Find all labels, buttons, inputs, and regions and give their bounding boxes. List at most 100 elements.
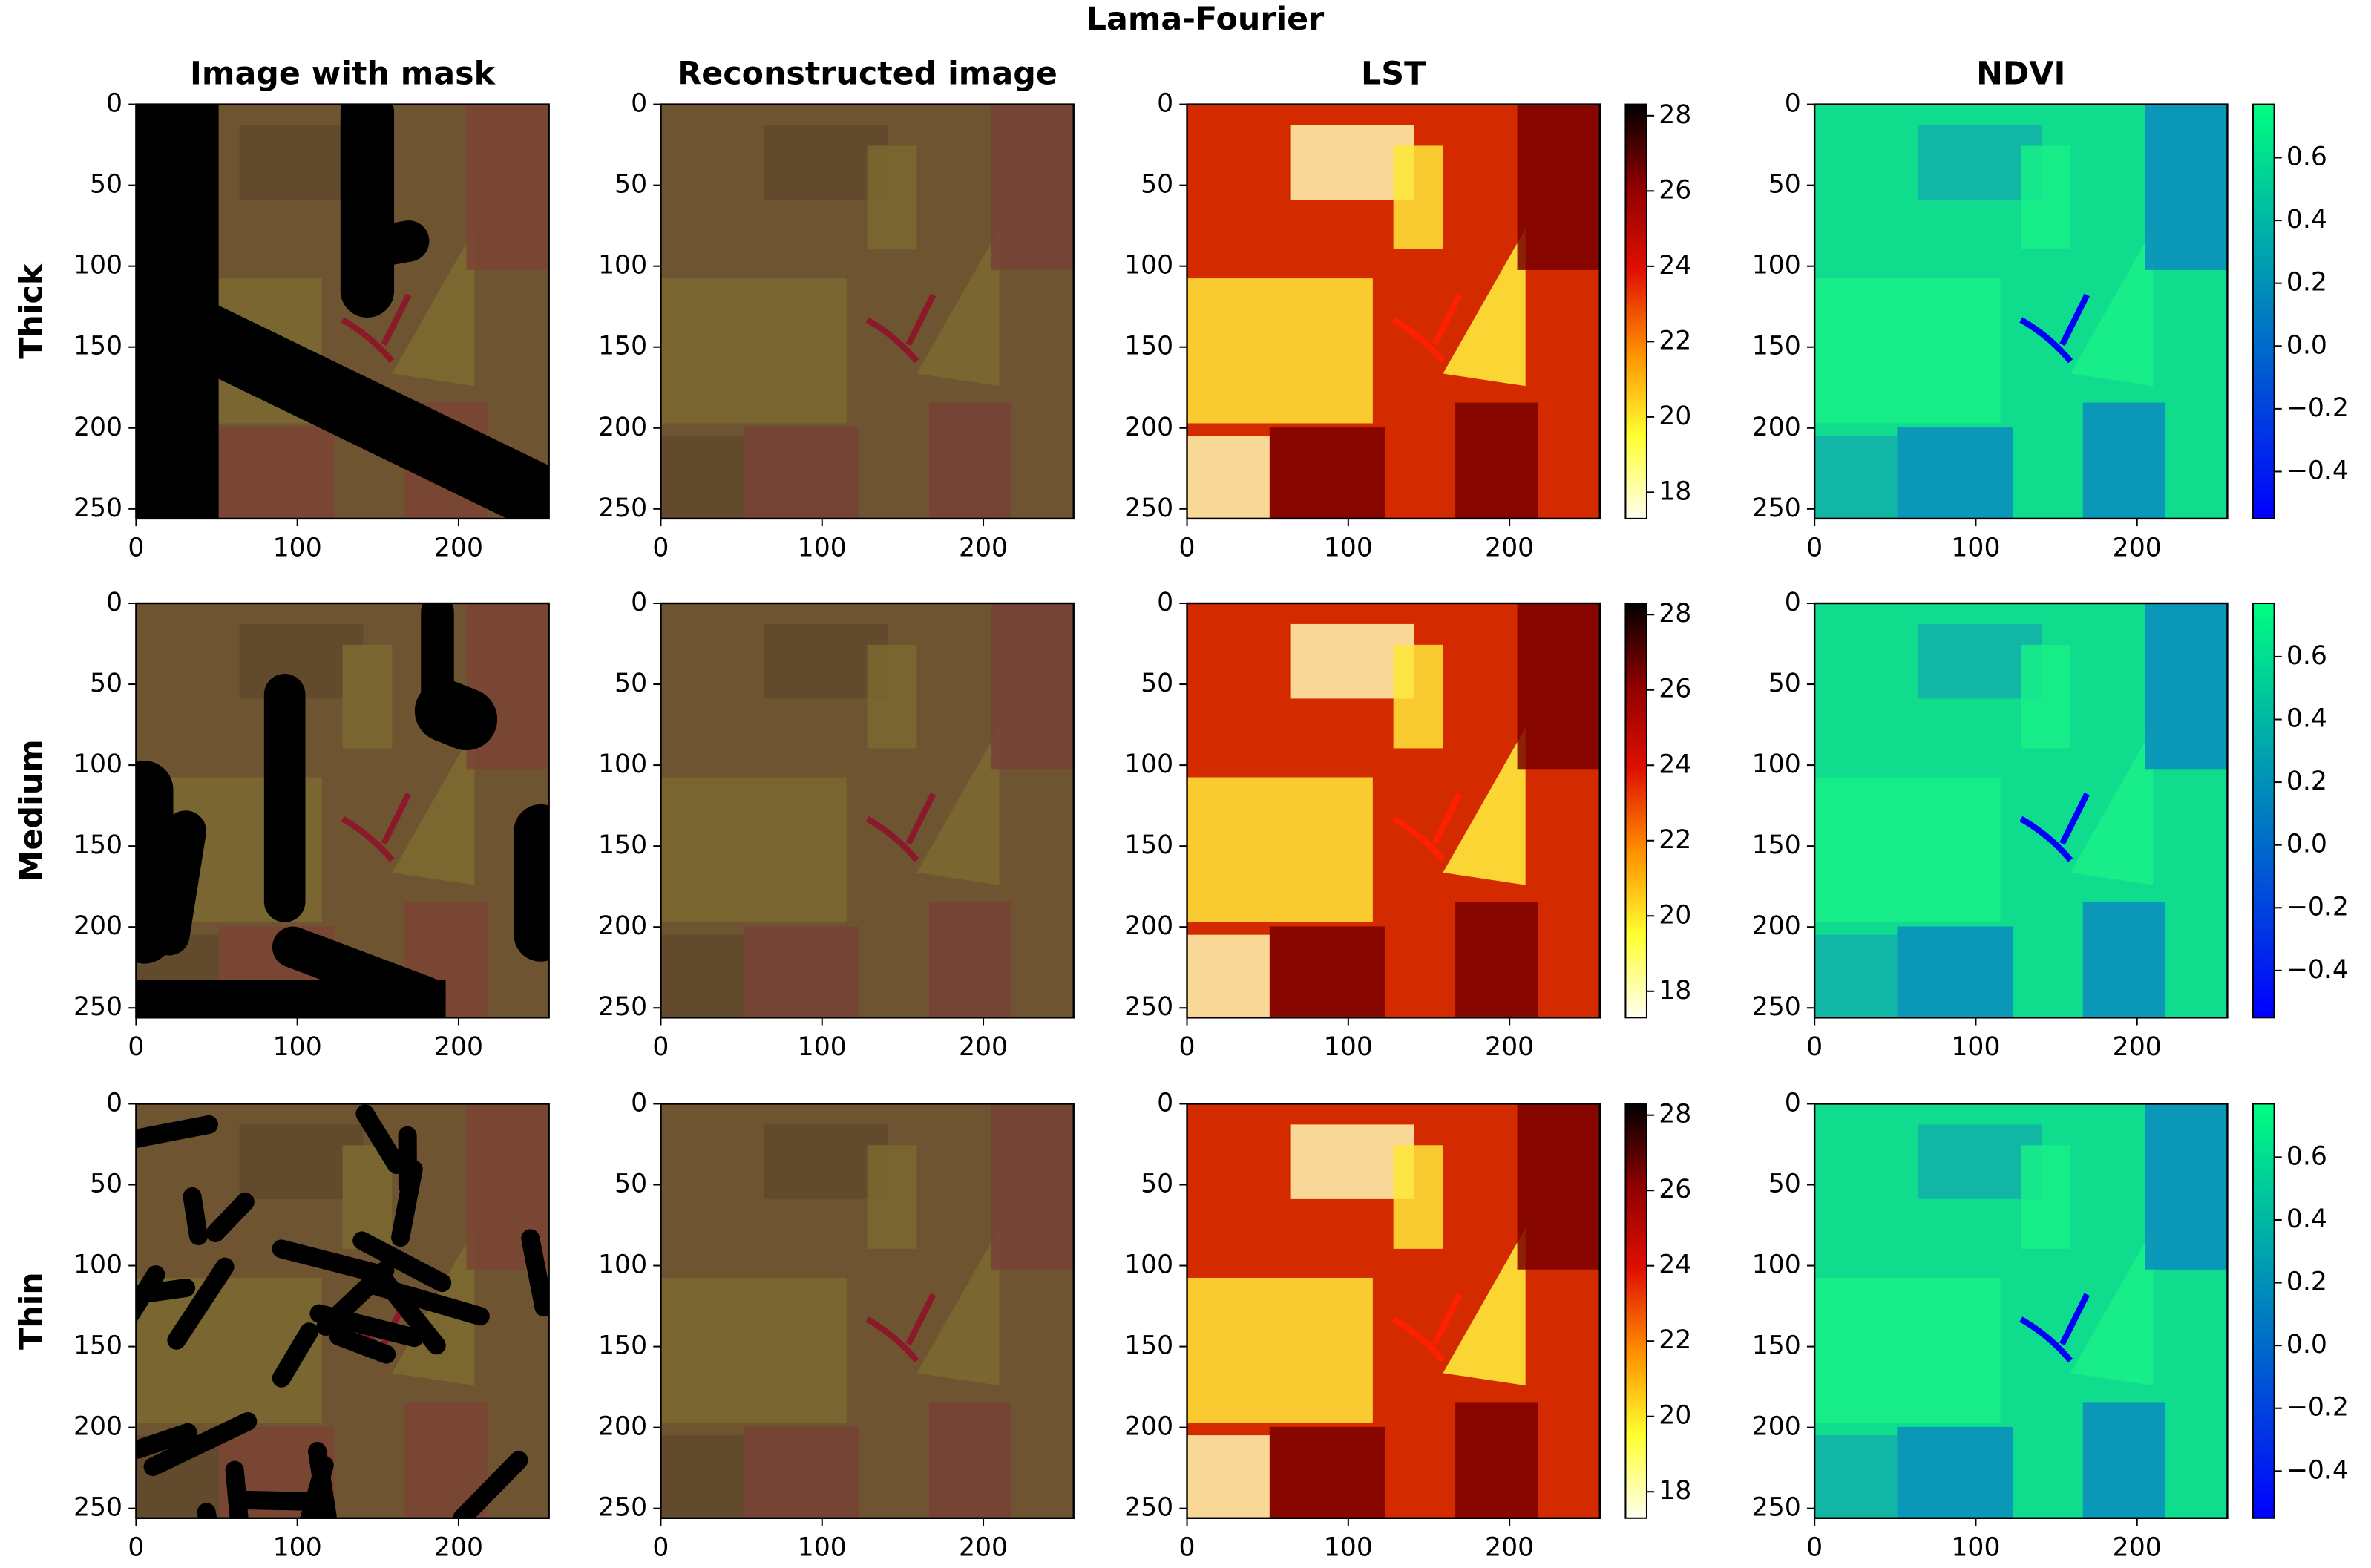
y-tick-label: 200 — [73, 1412, 122, 1442]
mask — [453, 1451, 528, 1518]
axes-frame — [1813, 1103, 2229, 1519]
x-tick-label: 100 — [273, 534, 322, 563]
y-tick-label: 100 — [73, 749, 122, 779]
y-tick-label: 150 — [1752, 830, 1801, 860]
x-tick-label: 200 — [434, 1533, 483, 1563]
colorbar-tick-label: 26 — [1659, 175, 1691, 205]
image-patch — [1814, 777, 2001, 922]
colorbar — [2252, 103, 2275, 519]
mask — [136, 1423, 197, 1459]
y-tick-label: 200 — [598, 413, 647, 442]
colorbar-tick-label: 22 — [1659, 825, 1691, 855]
y-tick-label: 100 — [1124, 749, 1173, 779]
x-tick-label: 100 — [1951, 1533, 2000, 1563]
colorbar — [1624, 602, 1647, 1019]
image-patch — [660, 1435, 744, 1518]
mask — [368, 1277, 490, 1326]
y-tick-label: 50 — [614, 1169, 647, 1198]
mask — [148, 810, 206, 956]
y-tick-label: 100 — [73, 251, 122, 281]
colorbar-tick-label: −0.2 — [2286, 393, 2349, 423]
y-tick-label: 200 — [1124, 911, 1173, 941]
mask — [414, 680, 498, 751]
y-tick-label: 200 — [1752, 911, 1801, 941]
y-tick-label: 0 — [1785, 588, 1801, 617]
image-patch — [1814, 278, 2001, 424]
image-patch — [1517, 1103, 1600, 1270]
x-tick-label: 0 — [652, 1032, 669, 1062]
y-tick-label: 0 — [1157, 588, 1173, 617]
axes-frame — [135, 602, 550, 1019]
x-tick-label: 100 — [798, 534, 847, 563]
y-tick-label: 50 — [90, 669, 122, 698]
column-title: NDVI — [1976, 55, 2065, 92]
image-patch — [867, 644, 917, 749]
x-tick-label: 0 — [1806, 534, 1823, 563]
y-tick-label: 100 — [598, 1250, 647, 1280]
image-patch — [2082, 1402, 2165, 1518]
image — [660, 603, 1074, 1018]
colorbar-tick-label: 24 — [1659, 251, 1691, 281]
y-tick-label: 50 — [1141, 1169, 1173, 1198]
y-tick-label: 50 — [1141, 170, 1173, 200]
colorbar-tick-label: −0.4 — [2286, 1455, 2349, 1485]
image-patch — [743, 926, 859, 1018]
image-patch — [1443, 229, 1526, 387]
colorbar-tick-label: 20 — [1659, 900, 1691, 930]
y-tick-label: 150 — [73, 830, 122, 860]
colorbar-tick-label: −0.2 — [2286, 1393, 2349, 1423]
column-title: Reconstructed image — [677, 55, 1057, 92]
x-tick-label: 200 — [959, 534, 1008, 563]
image-patch — [2070, 727, 2154, 885]
axes-frame — [660, 103, 1075, 520]
river — [1391, 293, 1463, 364]
y-tick-label: 100 — [1752, 1250, 1801, 1280]
image-patch — [2021, 1145, 2071, 1249]
axes-frame — [1186, 103, 1601, 520]
y-tick-label: 250 — [1752, 1493, 1801, 1523]
image-patch — [660, 777, 847, 922]
colorbar-tick-label: 0.4 — [2286, 704, 2327, 734]
y-tick-label: 50 — [1768, 170, 1801, 200]
image-patch — [1393, 145, 1443, 250]
x-tick-label: 200 — [959, 1533, 1008, 1563]
colorbar-tick-label: 18 — [1659, 476, 1691, 506]
colorbar-tick-label: 0.2 — [2286, 268, 2327, 298]
y-tick-label: 50 — [614, 669, 647, 698]
y-tick-label: 150 — [1752, 332, 1801, 361]
mask — [352, 1231, 452, 1293]
x-tick-label: 0 — [652, 534, 669, 563]
y-tick-label: 150 — [73, 1331, 122, 1361]
colorbar-tick-label: −0.4 — [2286, 456, 2349, 485]
y-tick-label: 250 — [598, 992, 647, 1022]
mask — [167, 1257, 235, 1350]
axes-frame — [660, 1103, 1075, 1519]
image-patch — [2145, 603, 2228, 770]
mask — [391, 1160, 423, 1247]
column-title: Image with mask — [190, 55, 496, 92]
y-tick-label: 50 — [1768, 669, 1801, 698]
x-tick-label: 100 — [273, 1032, 322, 1062]
mask — [300, 1455, 334, 1518]
colorbar-tick-label: 20 — [1659, 1401, 1691, 1431]
image-patch — [1269, 926, 1385, 1018]
colorbar-tick-label: 28 — [1659, 100, 1691, 130]
image-patch — [466, 104, 549, 270]
y-tick-label: 150 — [598, 830, 647, 860]
image — [136, 1103, 549, 1518]
image-patch — [867, 1145, 917, 1249]
mask — [136, 1115, 218, 1149]
x-tick-label: 0 — [1806, 1032, 1823, 1062]
y-tick-label: 150 — [598, 332, 647, 361]
image-patch — [1269, 427, 1385, 519]
x-tick-label: 100 — [1951, 534, 2000, 563]
river — [1391, 793, 1463, 862]
image — [1187, 603, 1600, 1018]
image-patch — [1897, 1426, 2013, 1518]
image-patch — [1455, 901, 1538, 1018]
row-label: Thin — [13, 1272, 50, 1350]
image-patch — [1187, 436, 1270, 519]
colorbar-tick-label: −0.4 — [2286, 955, 2349, 985]
mask — [225, 1460, 249, 1518]
y-tick-label: 250 — [73, 493, 122, 523]
